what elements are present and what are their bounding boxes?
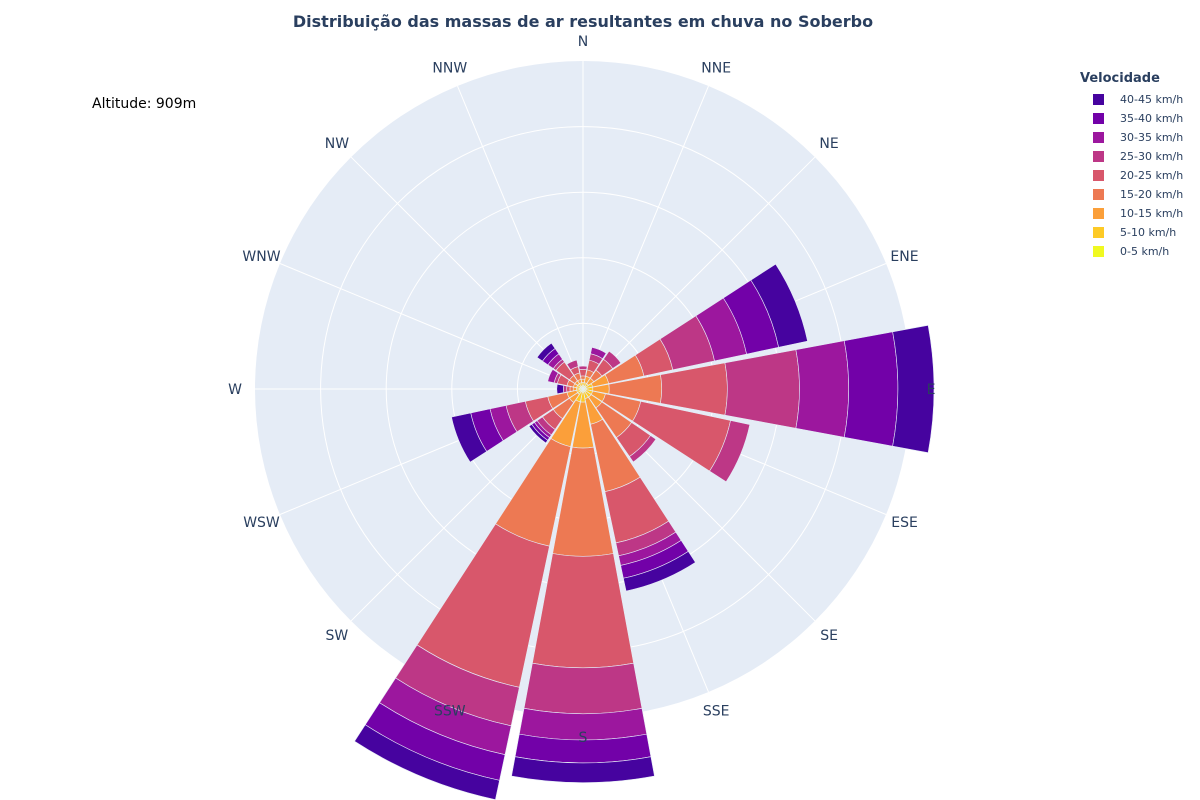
direction-label-NW: NW (325, 136, 349, 152)
direction-label-WSW: WSW (243, 515, 280, 531)
legend-item[interactable]: 5-10 km/h (1080, 223, 1183, 242)
direction-label-SSE: SSE (703, 704, 730, 720)
direction-label-NNW: NNW (432, 60, 467, 76)
legend-swatch (1093, 246, 1104, 257)
bar-ESE-5[interactable] (709, 420, 751, 483)
legend-item[interactable]: 40-45 km/h (1080, 90, 1183, 109)
legend-label: 5-10 km/h (1120, 226, 1177, 239)
bar-E-7[interactable] (843, 331, 899, 447)
legend-item[interactable]: 0-5 km/h (1080, 242, 1183, 261)
angular-gridline (582, 156, 816, 390)
direction-label-ENE: ENE (890, 249, 918, 265)
bar-SW-8[interactable] (528, 423, 549, 444)
legend-swatch (1093, 113, 1104, 124)
legend-item[interactable]: 10-15 km/h (1080, 204, 1183, 223)
bar-W-4[interactable] (566, 385, 571, 393)
bar-E-6[interactable] (795, 340, 849, 438)
direction-label-SSW: SSW (434, 704, 466, 720)
legend-title: Velocidade (1080, 71, 1160, 86)
legend-label: 20-25 km/h (1120, 169, 1184, 182)
bars-layer (354, 263, 935, 800)
direction-labels: N NNE NE ENE E ESE SE SSE S SSW SW WSW W WNW NW NNW (228, 34, 935, 746)
direction-label-SE: SE (820, 628, 838, 644)
bar-SE-5[interactable] (629, 435, 657, 463)
legend-item[interactable]: 35-40 km/h (1080, 109, 1183, 128)
direction-label-WNW: WNW (242, 249, 280, 265)
bar-N-5[interactable] (578, 365, 588, 370)
bar-WSW-8[interactable] (451, 412, 488, 463)
legend-label: 15-20 km/h (1120, 188, 1184, 201)
bar-NW-8[interactable] (536, 342, 556, 362)
legend-items: 40-45 km/h 35-40 km/h 30-35 km/h 25-30 km/h… (1080, 90, 1183, 261)
legend-item[interactable]: 25-30 km/h (1080, 147, 1183, 166)
legend-swatch (1093, 208, 1104, 219)
bar-E-8[interactable] (892, 324, 935, 454)
legend-label: 40-45 km/h (1120, 93, 1184, 106)
bar-SSW-8[interactable] (354, 724, 500, 800)
chart-title: Distribuição das massas de ar resultante… (292, 12, 874, 31)
direction-label-SW: SW (326, 628, 349, 644)
legend-swatch (1093, 170, 1104, 181)
bar-W-5[interactable] (563, 385, 568, 393)
direction-label-NNE: NNE (701, 60, 731, 76)
legend: Velocidade 40-45 km/h 35-40 km/h 30-35 km/… (1080, 71, 1183, 261)
bar-NE-5[interactable] (603, 350, 622, 369)
legend-swatch (1093, 151, 1104, 162)
direction-label-W: W (228, 382, 242, 398)
direction-label-N: N (578, 34, 588, 50)
direction-label-ESE: ESE (891, 515, 918, 531)
direction-label-NE: NE (819, 136, 838, 152)
legend-label: 35-40 km/h (1120, 112, 1184, 125)
legend-swatch (1093, 94, 1104, 105)
bar-S-8[interactable] (511, 756, 655, 783)
bar-N-4[interactable] (579, 369, 587, 377)
bar-S-5[interactable] (523, 662, 643, 715)
bar-W-3[interactable] (569, 386, 574, 392)
bar-NNE-6[interactable] (590, 346, 607, 360)
legend-item[interactable]: 15-20 km/h (1080, 185, 1183, 204)
bar-WNW-6[interactable] (547, 368, 559, 384)
direction-label-S: S (579, 730, 588, 746)
legend-swatch (1093, 189, 1104, 200)
bar-SSE-8[interactable] (623, 550, 696, 592)
legend-label: 0-5 km/h (1120, 245, 1170, 258)
legend-swatch (1093, 132, 1104, 143)
legend-label: 25-30 km/h (1120, 150, 1184, 163)
bar-E-5[interactable] (724, 349, 800, 429)
angular-gridline (279, 263, 584, 390)
bar-NNW-5[interactable] (566, 359, 579, 371)
bar-ENE-8[interactable] (750, 263, 808, 348)
legend-label: 30-35 km/h (1120, 131, 1184, 144)
legend-item[interactable]: 20-25 km/h (1080, 166, 1183, 185)
angular-gridline (582, 85, 709, 390)
legend-item[interactable]: 30-35 km/h (1080, 128, 1183, 147)
legend-swatch (1093, 227, 1104, 238)
bar-N-3[interactable] (580, 375, 586, 380)
direction-label-E: E (927, 382, 936, 398)
bar-W-8[interactable] (556, 383, 564, 395)
legend-label: 10-15 km/h (1120, 207, 1184, 220)
altitude-annotation: Altitude: 909m (92, 96, 197, 112)
angular-gridline (457, 85, 584, 390)
